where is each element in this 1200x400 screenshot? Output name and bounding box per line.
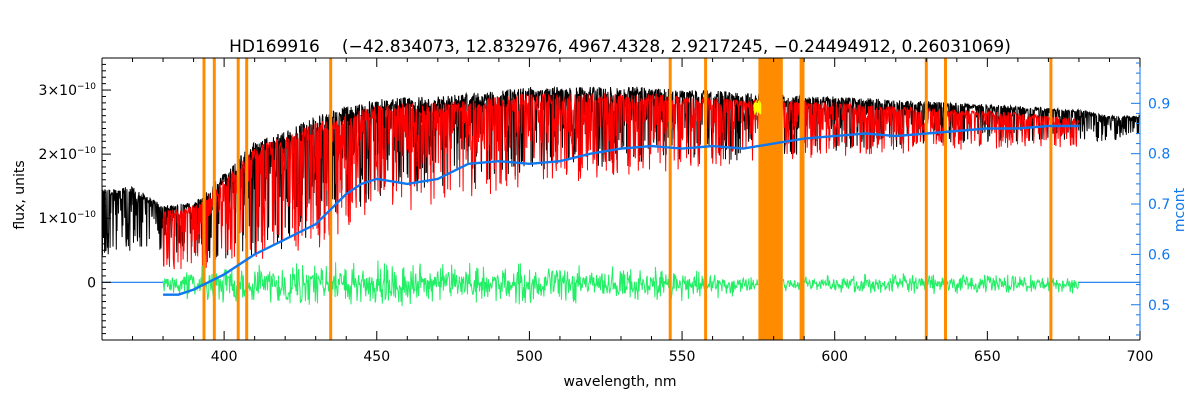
x-axis-label: wavelength, nm [564, 374, 677, 390]
y2-tick-label: 0.6 [1148, 247, 1170, 263]
y-axis-label: flux, units [12, 160, 28, 229]
x-tick-label: 650 [974, 349, 1001, 365]
residuals-line [162, 260, 1080, 307]
masked-line-11 [1049, 58, 1053, 340]
axes: 400 450 500 550 600 650 700 0 1×10−10 2×10−10 3×10… [39, 57, 1170, 365]
masked-line-6 [704, 58, 708, 340]
x-tick-label: 600 [821, 349, 848, 365]
masked-band-0 [758, 58, 783, 340]
masked-line-7 [799, 58, 803, 340]
masked-line-3 [245, 58, 249, 340]
y-tick-label: 3×10−10 [39, 82, 97, 99]
y-tick-label: 2×10−10 [39, 146, 97, 163]
y2-tick-label: 0.7 [1148, 197, 1170, 213]
chart-title-star: HD169916 [229, 37, 320, 57]
masked-line-9 [924, 58, 928, 340]
masked-line-2 [236, 58, 240, 340]
x-tick-label: 450 [363, 349, 390, 365]
continuum-line [163, 124, 1079, 296]
masked-line-4 [329, 58, 333, 340]
chart-title: HD169916 (−42.834073, 12.832976, 4967.432… [229, 37, 1011, 57]
y2-axis-label: mcont [1172, 187, 1188, 232]
x-tick-label: 700 [1127, 349, 1154, 365]
y2-tick-label: 0.8 [1148, 147, 1170, 163]
masked-band-highlight-0 [753, 99, 762, 116]
x-tick-label: 550 [669, 349, 696, 365]
y-tick-label: 0 [87, 275, 96, 291]
masked-line-0 [202, 58, 206, 340]
masked-line-10 [944, 58, 947, 340]
x-tick-label: 500 [516, 349, 543, 365]
masked-line-1 [212, 58, 216, 340]
chart-title-params: (−42.834073, 12.832976, 4967.4328, 2.921… [342, 37, 1011, 57]
masked-line-8 [801, 58, 805, 340]
masked-line-5 [668, 58, 672, 340]
x-tick-label: 400 [211, 349, 238, 365]
y2-tick-label: 0.9 [1148, 96, 1170, 112]
y-tick-label: 1×10−10 [39, 210, 97, 227]
y2-tick-label: 0.5 [1148, 298, 1170, 314]
plot-data [102, 58, 1140, 340]
